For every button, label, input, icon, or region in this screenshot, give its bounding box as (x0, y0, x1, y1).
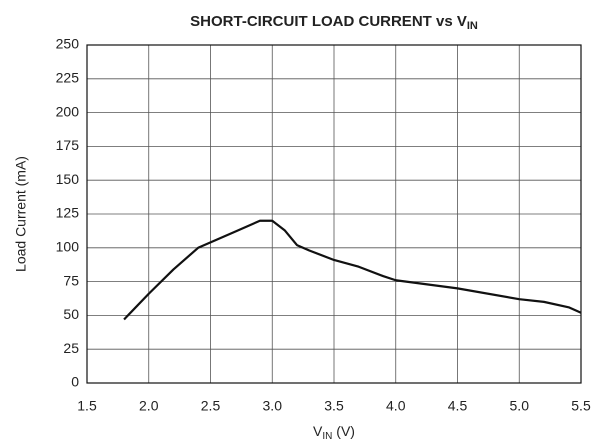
x-tick-label: 2.0 (139, 398, 159, 414)
x-tick-label: 4.0 (386, 398, 406, 414)
y-tick-label: 0 (71, 374, 79, 390)
x-tick-label: 5.0 (510, 398, 530, 414)
x-label-unit: (V) (332, 423, 355, 439)
chart-title: SHORT-CIRCUIT LOAD CURRENT vs VIN (190, 13, 478, 32)
y-tick-label: 225 (56, 70, 80, 86)
y-axis-label: Load Current (mA) (13, 156, 29, 272)
y-tick-label: 200 (56, 103, 80, 119)
y-tick-label: 150 (56, 171, 80, 187)
x-label-main: V (313, 423, 323, 439)
y-tick-label: 100 (56, 239, 80, 255)
x-tick-label: 2.5 (201, 398, 221, 414)
title-main: SHORT-CIRCUIT LOAD CURRENT vs V (190, 13, 467, 30)
title-sub: IN (467, 20, 478, 32)
plot-frame (86, 44, 582, 384)
x-axis-label: VIN (V) (313, 423, 355, 442)
x-tick-label: 4.5 (448, 398, 468, 414)
x-tick-label: 1.5 (77, 398, 97, 414)
data-line (123, 219, 582, 321)
y-tick-label: 25 (63, 340, 79, 356)
y-tick-label: 125 (56, 205, 80, 221)
x-tick-label: 3.5 (324, 398, 344, 414)
y-tick-label: 50 (63, 306, 79, 322)
x-label-sub: IN (322, 431, 332, 442)
y-tick-label: 75 (63, 272, 79, 288)
y-tick-label: 175 (56, 137, 80, 153)
x-tick-label: 3.0 (263, 398, 283, 414)
x-tick-label: 5.5 (571, 398, 591, 414)
y-tick-label: 250 (56, 36, 80, 52)
